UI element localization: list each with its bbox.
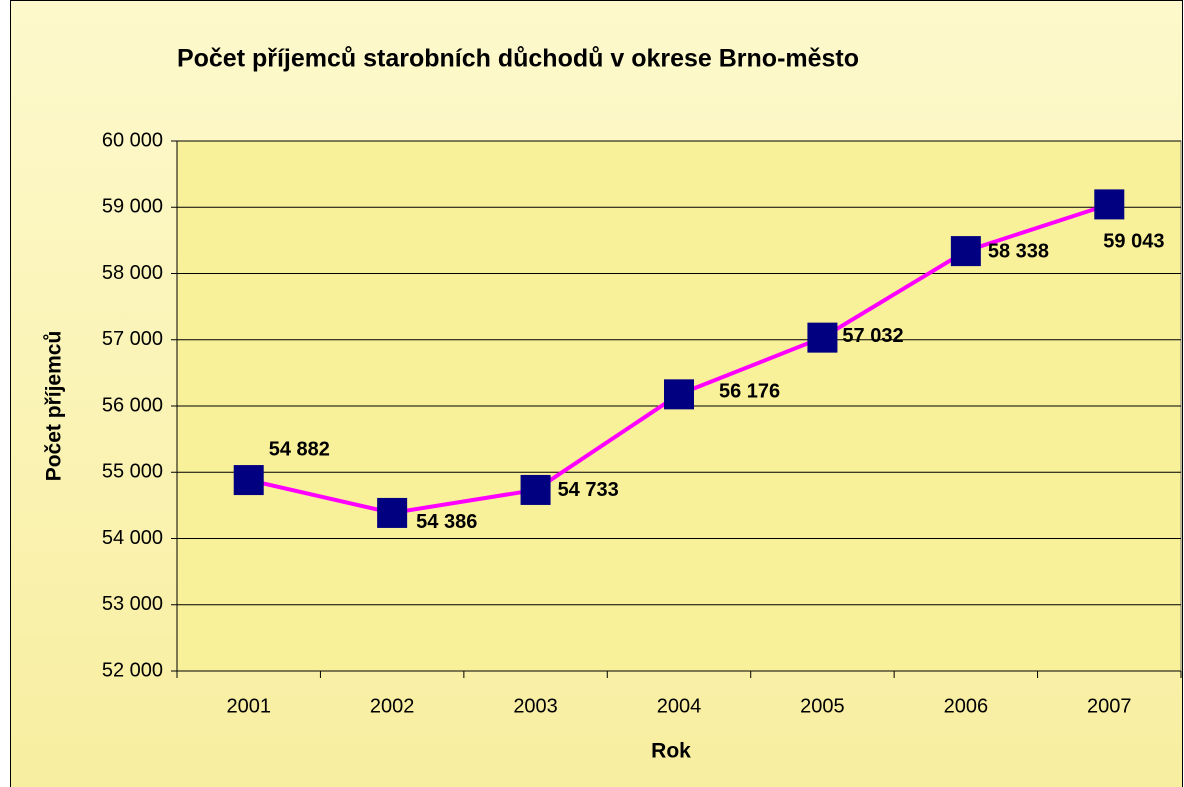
data-marker bbox=[520, 474, 551, 505]
x-axis-title: Rok bbox=[651, 740, 691, 763]
y-tick-label: 54 000 bbox=[102, 527, 163, 549]
data-label: 54 733 bbox=[558, 479, 619, 501]
x-tick-label: 2003 bbox=[513, 695, 558, 717]
chart-title: Počet příjemců starobních důchodů v okre… bbox=[177, 45, 859, 73]
y-tick-label: 55 000 bbox=[102, 461, 163, 483]
data-label: 56 176 bbox=[719, 381, 780, 403]
data-marker bbox=[807, 322, 838, 353]
y-tick-label: 57 000 bbox=[102, 328, 163, 350]
y-tick-label: 60 000 bbox=[102, 129, 163, 151]
y-tick-label: 52 000 bbox=[102, 659, 163, 681]
data-marker bbox=[950, 236, 981, 267]
x-tick-label: 2001 bbox=[226, 695, 271, 717]
data-marker bbox=[1094, 189, 1125, 220]
y-axis-title: Počet příjemců bbox=[43, 331, 66, 482]
data-label: 57 032 bbox=[842, 325, 903, 347]
data-marker bbox=[377, 497, 408, 528]
data-label: 58 338 bbox=[988, 240, 1049, 262]
y-tick-label: 58 000 bbox=[102, 262, 163, 284]
y-tick-label: 59 000 bbox=[102, 196, 163, 218]
data-label: 59 043 bbox=[1103, 231, 1164, 253]
data-marker bbox=[664, 379, 694, 410]
x-tick-label: 2002 bbox=[370, 695, 415, 717]
x-tick-label: 2004 bbox=[657, 695, 702, 717]
data-label: 54 882 bbox=[269, 438, 330, 460]
y-tick-label: 56 000 bbox=[102, 394, 163, 416]
y-tick-label: 53 000 bbox=[102, 593, 163, 615]
data-marker bbox=[233, 465, 264, 496]
x-tick-label: 2006 bbox=[944, 695, 989, 717]
x-tick-label: 2007 bbox=[1087, 695, 1132, 717]
data-label: 54 386 bbox=[416, 511, 477, 533]
x-tick-label: 2005 bbox=[800, 695, 845, 717]
